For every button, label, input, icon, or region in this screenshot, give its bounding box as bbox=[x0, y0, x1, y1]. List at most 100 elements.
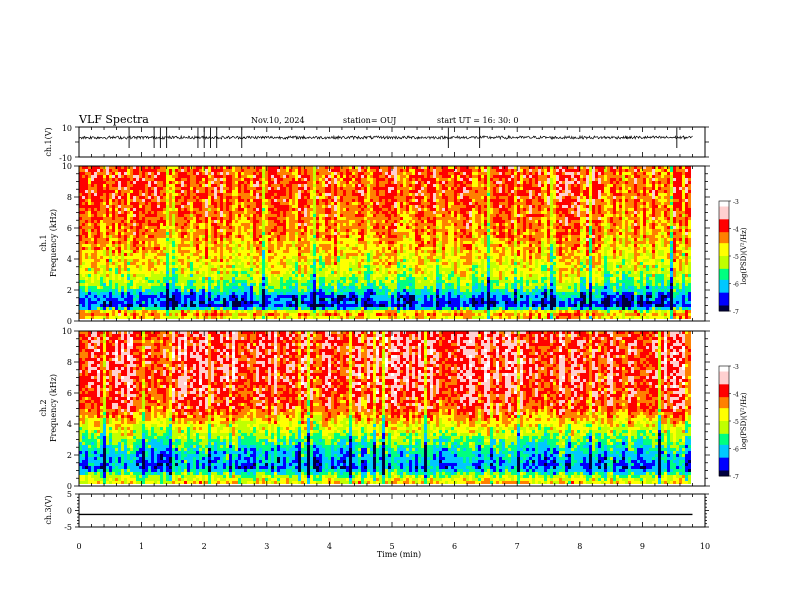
spectrogram-cell bbox=[175, 256, 178, 259]
spectrogram-cell bbox=[139, 307, 142, 310]
spectrogram-cell bbox=[265, 289, 268, 292]
spectrogram-cell bbox=[250, 316, 253, 319]
spectrogram-cell bbox=[91, 310, 94, 313]
spectrogram-cell bbox=[82, 307, 85, 310]
spectrogram-cell bbox=[280, 310, 283, 313]
spectrogram-cell bbox=[82, 184, 85, 187]
spectrogram-cell bbox=[157, 301, 160, 304]
spectrogram-cell bbox=[331, 277, 334, 280]
spectrogram-cell bbox=[262, 220, 265, 223]
spectrogram-cell bbox=[262, 178, 265, 181]
spectrogram-cell bbox=[172, 220, 175, 223]
spectrogram-cell bbox=[157, 214, 160, 217]
spectrogram-cell bbox=[181, 268, 184, 271]
spectrogram-cell bbox=[106, 217, 109, 220]
spectrogram-cell bbox=[121, 211, 124, 214]
spectrogram-cell bbox=[319, 292, 322, 295]
spectrogram-cell bbox=[112, 262, 115, 265]
spectrogram-cell bbox=[157, 241, 160, 244]
spectrogram-cell bbox=[304, 211, 307, 214]
spectrogram-cell bbox=[349, 202, 352, 205]
spectrogram-cell bbox=[217, 295, 220, 298]
spectrogram-cell bbox=[340, 226, 343, 229]
spectrogram-cell bbox=[235, 274, 238, 277]
spectrogram-cell bbox=[133, 313, 136, 316]
spectrogram-cell bbox=[160, 241, 163, 244]
spectrogram-cell bbox=[307, 223, 310, 226]
spectrogram-cell bbox=[325, 208, 328, 211]
spectrogram-cell bbox=[349, 169, 352, 172]
spectrogram-cell bbox=[196, 298, 199, 301]
spectrogram-cell bbox=[109, 199, 112, 202]
spectrogram-cell bbox=[241, 214, 244, 217]
spectrogram-cell bbox=[178, 202, 181, 205]
spectrogram-cell bbox=[223, 277, 226, 280]
spectrogram-cell bbox=[109, 214, 112, 217]
spectrogram-cell bbox=[322, 286, 325, 289]
spectrogram-cell bbox=[298, 277, 301, 280]
spectrogram-cell bbox=[253, 235, 256, 238]
spectrogram-cell bbox=[100, 274, 103, 277]
spectrogram-cell bbox=[205, 262, 208, 265]
spectrogram-cell bbox=[262, 298, 265, 301]
spectrogram-cell bbox=[301, 226, 304, 229]
spectrogram-cell bbox=[289, 238, 292, 241]
spectrogram-cell bbox=[247, 280, 250, 283]
spectrogram-cell bbox=[211, 199, 214, 202]
spectrogram-cell bbox=[337, 292, 340, 295]
spectrogram-cell bbox=[355, 226, 358, 229]
spectrogram-cell bbox=[187, 238, 190, 241]
spectrogram-cell bbox=[235, 271, 238, 274]
spectrogram-cell bbox=[307, 238, 310, 241]
spectrogram-cell bbox=[97, 301, 100, 304]
spectrogram-cell bbox=[292, 277, 295, 280]
spectrogram-cell bbox=[337, 226, 340, 229]
spectrogram-cell bbox=[244, 196, 247, 199]
spectrogram-cell bbox=[337, 259, 340, 262]
spectrogram-cell bbox=[97, 190, 100, 193]
spectrogram-cell bbox=[364, 193, 367, 196]
spectrogram-cell bbox=[223, 190, 226, 193]
spectrogram-cell bbox=[181, 298, 184, 301]
spectrogram-cell bbox=[241, 172, 244, 175]
spectrogram-cell bbox=[358, 208, 361, 211]
spectrogram-cell bbox=[94, 187, 97, 190]
spectrogram-cell bbox=[229, 193, 232, 196]
spectrogram-cell bbox=[280, 283, 283, 286]
spectrogram-cell bbox=[172, 187, 175, 190]
spectrogram-cell bbox=[175, 184, 178, 187]
spectrogram-cell bbox=[154, 262, 157, 265]
spectrogram-cell bbox=[115, 277, 118, 280]
spectrogram-cell bbox=[238, 313, 241, 316]
spectrogram-cell bbox=[301, 286, 304, 289]
spectrogram-cell bbox=[157, 211, 160, 214]
spectrogram-cell bbox=[157, 307, 160, 310]
spectrogram-cell bbox=[154, 241, 157, 244]
spectrogram-cell bbox=[304, 274, 307, 277]
spectrogram-cell bbox=[175, 196, 178, 199]
spectrogram-cell bbox=[334, 265, 337, 268]
spectrogram-cell bbox=[340, 208, 343, 211]
spectrogram-cell bbox=[250, 283, 253, 286]
spectrogram-cell bbox=[181, 247, 184, 250]
spectrogram-cell bbox=[265, 214, 268, 217]
spectrogram-cell bbox=[88, 184, 91, 187]
spectrogram-cell bbox=[295, 286, 298, 289]
spectrogram-cell bbox=[163, 298, 166, 301]
spectrogram-cell bbox=[142, 181, 145, 184]
spectrogram-cell bbox=[154, 295, 157, 298]
spectrogram-cell bbox=[328, 172, 331, 175]
spectrogram-cell bbox=[103, 295, 106, 298]
spectrogram-cell bbox=[157, 310, 160, 313]
spectrogram-cell bbox=[148, 238, 151, 241]
spectrogram-cell bbox=[121, 205, 124, 208]
spectrogram-cell bbox=[217, 220, 220, 223]
spectrogram-cell bbox=[97, 277, 100, 280]
spectrogram-cell bbox=[289, 175, 292, 178]
spectrogram-cell bbox=[244, 208, 247, 211]
spectrogram-cell bbox=[220, 196, 223, 199]
spectrogram-cell bbox=[157, 283, 160, 286]
spectrogram-cell bbox=[169, 229, 172, 232]
spectrogram-cell bbox=[322, 172, 325, 175]
spectrogram-cell bbox=[133, 283, 136, 286]
